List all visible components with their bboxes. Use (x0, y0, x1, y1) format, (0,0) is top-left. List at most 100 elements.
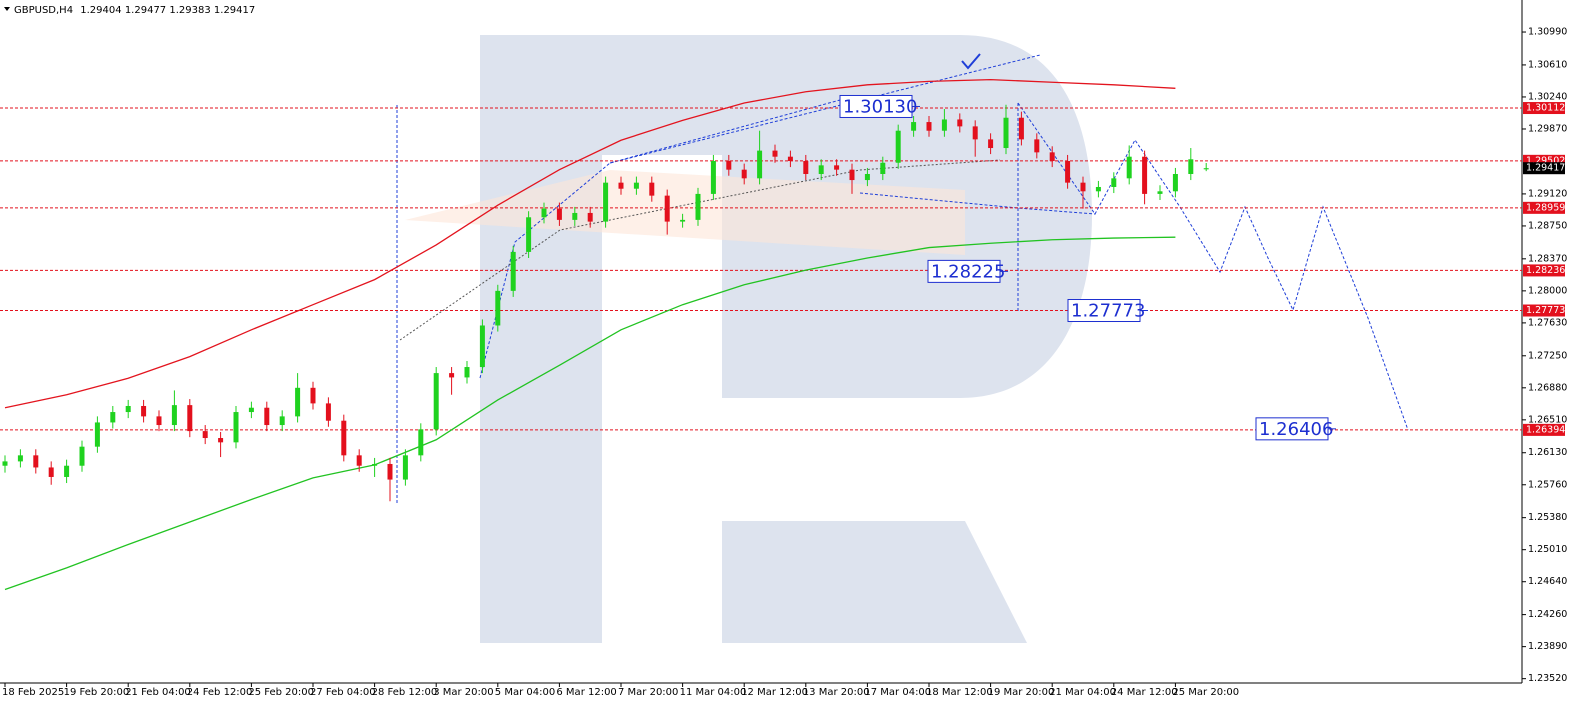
y-tick-label: 1.25380 (1528, 512, 1567, 523)
y-tick-label: 1.30240 (1528, 91, 1567, 102)
candle-body (726, 161, 732, 170)
level-tag (1523, 102, 1565, 115)
candle-body (48, 467, 54, 477)
level-label: 1.26394 (1526, 424, 1565, 435)
candle-body (757, 150, 763, 179)
y-tick-label: 1.23520 (1528, 673, 1567, 684)
candle-body (495, 290, 501, 326)
candle-body (741, 169, 747, 179)
price-annotation: 1.30130 (843, 96, 917, 117)
level-tag (1523, 201, 1565, 214)
candle-body (818, 165, 824, 174)
candle-body (834, 165, 840, 170)
candle-body (279, 416, 285, 426)
level-label: 1.30112 (1526, 103, 1565, 114)
candle-body (988, 139, 994, 149)
candle-body (603, 182, 609, 222)
candle-body (541, 208, 547, 218)
y-tick-label: 1.29870 (1528, 123, 1567, 134)
candle-body (1188, 159, 1194, 174)
low: 1.29383 (169, 5, 210, 16)
candle-body (418, 429, 424, 456)
candle-body (464, 367, 470, 378)
candle-body (1095, 186, 1101, 192)
candle-body (849, 169, 855, 181)
y-tick-label: 1.23890 (1528, 641, 1567, 652)
x-tick-label: 3 Mar 20:00 (433, 687, 493, 698)
candle-body (141, 405, 147, 417)
candle-body (479, 325, 485, 368)
x-tick-label: 21 Feb 04:00 (125, 687, 191, 698)
y-tick-label: 1.28000 (1528, 285, 1567, 296)
current-price-label: 1.29417 (1526, 163, 1565, 174)
candle-body (1049, 152, 1055, 162)
x-tick-label: 13 Mar 20:00 (803, 687, 870, 698)
candle-body (526, 217, 532, 252)
x-tick-label: 17 Mar 04:00 (864, 687, 931, 698)
candle-body (402, 455, 408, 480)
candle-body (1157, 191, 1163, 194)
candle-body (449, 373, 455, 378)
candle-body (233, 412, 239, 443)
candle-body (372, 463, 378, 466)
candle-body (695, 193, 701, 220)
level-label: 1.28236 (1526, 265, 1565, 276)
x-tick-label: 6 Mar 12:00 (556, 687, 616, 698)
price-annotation: 1.28225 (931, 261, 1005, 282)
candle-body (264, 407, 270, 426)
candle-body (957, 119, 963, 127)
candle-body (633, 182, 639, 189)
y-tick-label: 1.24640 (1528, 576, 1567, 587)
candle-body (1080, 182, 1086, 192)
candle-body (125, 405, 131, 413)
candle-body (664, 195, 670, 222)
menu-arrow (4, 7, 10, 11)
candle-body (880, 162, 886, 174)
candle-body (972, 126, 978, 140)
candle-body (1111, 178, 1117, 187)
y-tick-label: 1.25760 (1528, 479, 1567, 490)
level-tag (1523, 264, 1565, 277)
current-price-tag (1523, 162, 1565, 175)
header: GBPUSD,H4 1.29404 1.29477 1.29383 1.2941… (4, 5, 255, 16)
candle-body (341, 420, 347, 456)
candle-body (1142, 156, 1148, 194)
y-tick-label: 1.26510 (1528, 414, 1567, 425)
candle-body (572, 212, 578, 220)
high: 1.29477 (125, 5, 166, 16)
x-tick-label: 18 Mar 12:00 (926, 687, 993, 698)
candle-body (787, 156, 793, 162)
level-label: 1.28959 (1526, 202, 1565, 213)
y-tick-label: 1.30610 (1528, 59, 1567, 70)
y-tick-label: 1.26880 (1528, 382, 1567, 393)
open: 1.29404 (80, 5, 121, 16)
candle-body (218, 438, 224, 443)
header-text: GBPUSD,H4 1.29404 1.29477 1.29383 1.2941… (14, 5, 255, 16)
x-tick-label: 25 Mar 20:00 (1172, 687, 1239, 698)
candle-body (325, 403, 331, 421)
candle-body (110, 412, 116, 423)
level-label: 1.29502 (1526, 155, 1565, 166)
x-tick-label: 28 Feb 12:00 (372, 687, 438, 698)
candle-body (680, 219, 686, 222)
candle-body (556, 208, 562, 220)
candle-body (356, 455, 362, 466)
candle-body (433, 373, 439, 430)
candle-body (202, 431, 208, 439)
candle-body (803, 161, 809, 174)
candle-body (772, 150, 778, 157)
y-tick-label: 1.27250 (1528, 350, 1567, 361)
x-tick-label: 7 Mar 20:00 (618, 687, 678, 698)
candle-body (649, 182, 655, 196)
candle-body (171, 405, 177, 426)
x-tick-label: 12 Mar 12:00 (741, 687, 808, 698)
x-tick-label: 24 Mar 12:00 (1111, 687, 1178, 698)
candle-body (64, 465, 70, 477)
price-annotation: 1.27773 (1071, 301, 1145, 322)
candle-body (1126, 156, 1132, 179)
candle-body (895, 130, 901, 163)
candle-body (33, 455, 39, 468)
symbol: GBPUSD,H4 (14, 5, 73, 16)
